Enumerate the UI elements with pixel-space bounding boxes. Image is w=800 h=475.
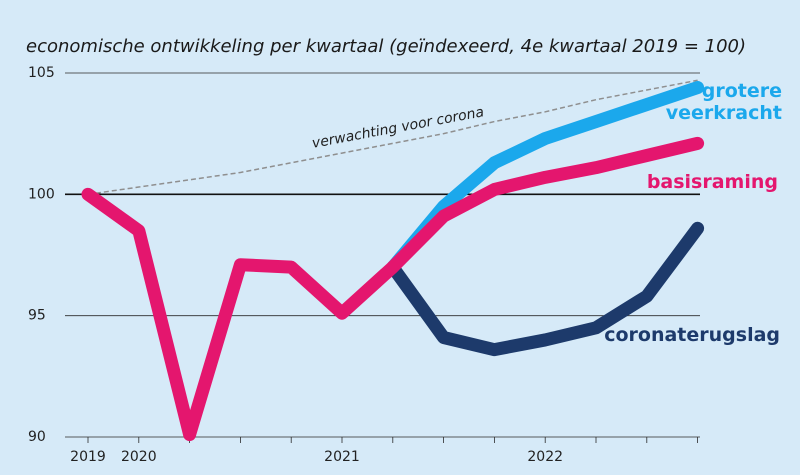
y-tick-label: 95 bbox=[28, 308, 46, 324]
series-label: coronaterugslag bbox=[604, 324, 780, 346]
series-label: grotere veerkracht bbox=[665, 80, 782, 124]
y-tick-label: 105 bbox=[28, 65, 55, 81]
x-tick-label: 2022 bbox=[527, 449, 563, 465]
x-tick-label: 2020 bbox=[121, 449, 157, 465]
series-label: basisraming bbox=[646, 171, 778, 193]
y-tick-label: 100 bbox=[28, 186, 55, 202]
x-tick-label: 2019 bbox=[70, 449, 106, 465]
chart-title: economische ontwikkeling per kwartaal (g… bbox=[26, 36, 747, 57]
series-line bbox=[386, 81, 705, 274]
y-tick-label: 90 bbox=[28, 429, 46, 445]
series-line bbox=[81, 136, 705, 442]
series-label: verwachting voor corona bbox=[311, 104, 486, 152]
series-line bbox=[386, 221, 705, 357]
x-tick-label: 2021 bbox=[324, 449, 360, 465]
